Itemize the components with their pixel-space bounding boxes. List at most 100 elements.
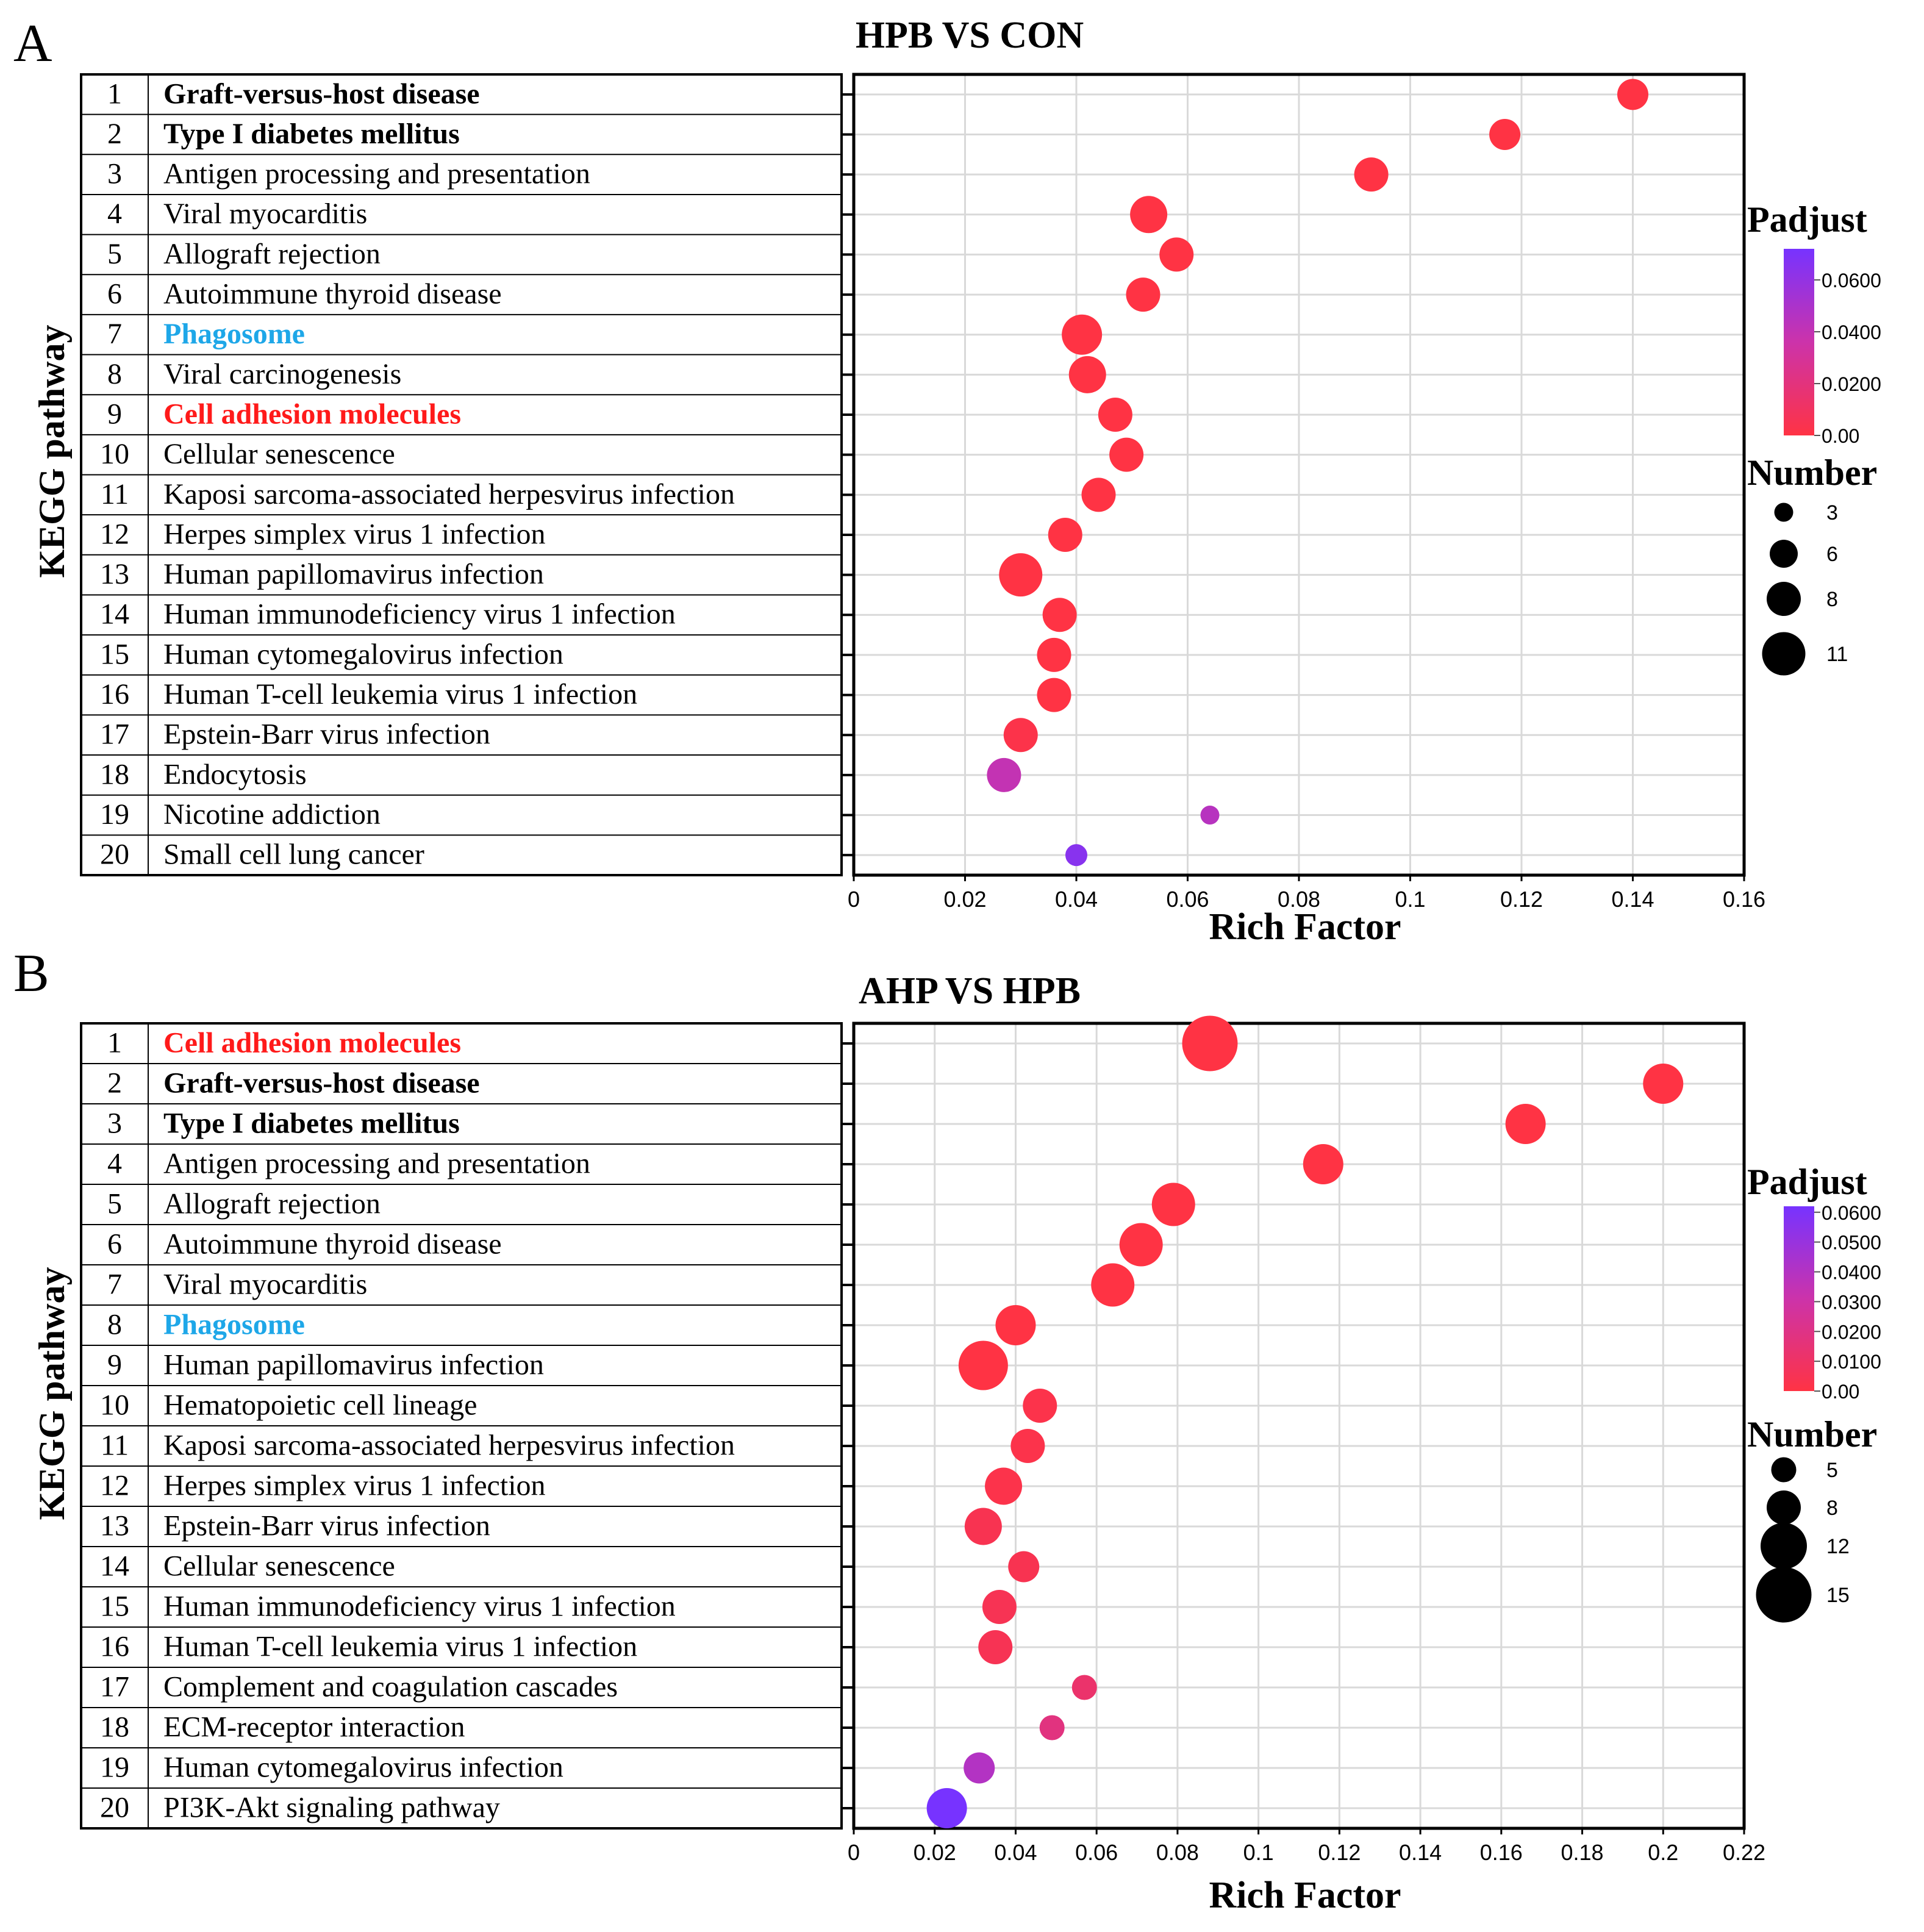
data-point[interactable] — [1182, 1015, 1238, 1072]
pathway-label: Epstein-Barr virus infection — [163, 718, 490, 751]
colorbar-tick-label: 0.0200 — [1822, 373, 1881, 395]
pathway-label: Antigen processing and presentation — [163, 1148, 590, 1180]
pathway-number: 6 — [107, 1228, 122, 1261]
data-point[interactable] — [1091, 1263, 1135, 1307]
size-legend-label: 11 — [1826, 643, 1848, 666]
pathway-label: Human papillomavirus infection — [163, 1349, 544, 1381]
data-point[interactable] — [1200, 806, 1220, 825]
x-tick-label: 0.08 — [1156, 1840, 1199, 1865]
pathway-number: 1 — [107, 77, 122, 110]
pathway-label: Human cytomegalovirus infection — [163, 638, 563, 670]
pathway-number: 20 — [100, 839, 129, 871]
padjust-legend: Padjust 0.00 0.0100 0.0200 0.0300 0.0400 0.050… — [1747, 1162, 1881, 1403]
pathway-number: 5 — [107, 238, 122, 270]
pathway-number: 8 — [107, 358, 122, 390]
pathway-number: 2 — [107, 1067, 122, 1100]
data-point[interactable] — [1617, 79, 1648, 110]
padjust-legend: Padjust 0.00 0.0200 0.0400 0.0600 — [1747, 199, 1881, 447]
size-legend-label: 3 — [1826, 501, 1838, 524]
pathway-label: Human papillomavirus infection — [163, 558, 544, 590]
data-point[interactable] — [964, 1508, 1002, 1545]
pathway-label: Autoimmune thyroid disease — [163, 278, 502, 310]
x-tick-label: 0.02 — [943, 887, 986, 912]
pathway-label: Herpes simplex virus 1 infection — [163, 518, 546, 550]
data-point[interactable] — [1065, 844, 1087, 867]
colorbar-tick-label: 0.0200 — [1822, 1321, 1881, 1343]
pathway-number: 13 — [100, 558, 129, 590]
pathway-table: 1 Cell adhesion molecules 2 Graft-versus-ho… — [80, 1022, 843, 1830]
data-point[interactable] — [1126, 277, 1160, 312]
colorbar-tick-label: 0.00 — [1822, 425, 1859, 447]
x-axis-label: Rich Factor — [1209, 906, 1401, 948]
data-point[interactable] — [1062, 314, 1103, 355]
pathway-number: 10 — [100, 1389, 129, 1422]
data-point[interactable] — [1039, 1715, 1065, 1741]
data-point[interactable] — [1010, 1429, 1045, 1463]
chart-title: HPB VS CON — [856, 15, 1084, 56]
pathway-label: Small cell lung cancer — [163, 839, 424, 871]
x-tick-label: 0 — [848, 887, 860, 912]
colorbar-title: Padjust — [1747, 1162, 1867, 1202]
plot-area: 0 0.02 0.04 0.06 0.08 0.1 0.12 0.14 0.16 0.18 0.2 0… — [840, 1015, 1765, 1865]
pathway-table: 1 Graft-versus-host disease 2 Type I diabet… — [80, 73, 843, 876]
data-point[interactable] — [987, 757, 1021, 792]
data-point[interactable] — [1003, 718, 1038, 753]
data-point[interactable] — [958, 1340, 1008, 1390]
data-point[interactable] — [982, 1590, 1017, 1624]
data-point[interactable] — [978, 1630, 1013, 1664]
x-tick-label: 0.16 — [1723, 887, 1765, 912]
data-point[interactable] — [1037, 678, 1071, 712]
data-point[interactable] — [995, 1305, 1036, 1345]
x-tick-label: 0.06 — [1166, 887, 1209, 912]
pathway-number: 12 — [100, 1470, 129, 1502]
data-point[interactable] — [1071, 1675, 1097, 1700]
data-point[interactable] — [926, 1788, 967, 1828]
data-point[interactable] — [999, 553, 1043, 597]
pathway-label: Endocytosis — [163, 758, 307, 790]
data-point[interactable] — [1354, 157, 1389, 192]
colorbar-tick-label: 0.00 — [1822, 1381, 1859, 1403]
pathway-label: Allograft rejection — [163, 1188, 381, 1220]
size-legend-label: 5 — [1826, 1459, 1838, 1482]
size-legend-label: 15 — [1826, 1584, 1850, 1607]
data-point[interactable] — [1068, 356, 1106, 393]
data-point[interactable] — [1109, 437, 1144, 472]
data-point[interactable] — [1130, 196, 1168, 234]
data-point[interactable] — [985, 1467, 1023, 1505]
data-point[interactable] — [1505, 1104, 1546, 1144]
data-point[interactable] — [1303, 1144, 1343, 1184]
x-tick-label: 0.04 — [1055, 887, 1098, 912]
data-point[interactable] — [1643, 1064, 1684, 1104]
size-legend-circle — [1761, 1523, 1807, 1569]
pathway-label: Cell adhesion molecules — [163, 1027, 461, 1059]
data-point[interactable] — [1151, 1182, 1195, 1226]
pathway-label: Antigen processing and presentation — [163, 158, 590, 190]
data-point[interactable] — [1042, 598, 1077, 632]
pathway-label: Type I diabetes mellitus — [163, 118, 460, 150]
x-tick-label: 0.14 — [1611, 887, 1654, 912]
pathway-label: Nicotine addiction — [163, 798, 381, 831]
panel-letter: B — [13, 944, 49, 1003]
data-point[interactable] — [1008, 1551, 1040, 1583]
pathway-number: 17 — [100, 718, 129, 751]
data-point[interactable] — [1489, 118, 1521, 150]
pathway-number: 1 — [107, 1027, 122, 1059]
data-point[interactable] — [1048, 517, 1082, 552]
pathway-label: Phagosome — [163, 318, 305, 350]
size-legend-label: 8 — [1826, 588, 1838, 611]
pathway-number: 7 — [107, 318, 122, 350]
colorbar-tick-label: 0.0600 — [1822, 270, 1881, 292]
data-point[interactable] — [1119, 1223, 1163, 1267]
data-point[interactable] — [964, 1752, 995, 1784]
data-point[interactable] — [1159, 237, 1194, 272]
colorbar-tick-label: 0.0600 — [1822, 1202, 1881, 1224]
x-tick-label: 0.06 — [1075, 1840, 1118, 1865]
pathway-label: Human immunodeficiency virus 1 infection — [163, 598, 676, 631]
data-point[interactable] — [1037, 637, 1071, 672]
data-point[interactable] — [1023, 1389, 1057, 1423]
data-point[interactable] — [1081, 478, 1116, 512]
data-point[interactable] — [1098, 398, 1132, 432]
pathway-label: Herpes simplex virus 1 infection — [163, 1470, 546, 1502]
x-tick-label: 0.16 — [1480, 1840, 1523, 1865]
